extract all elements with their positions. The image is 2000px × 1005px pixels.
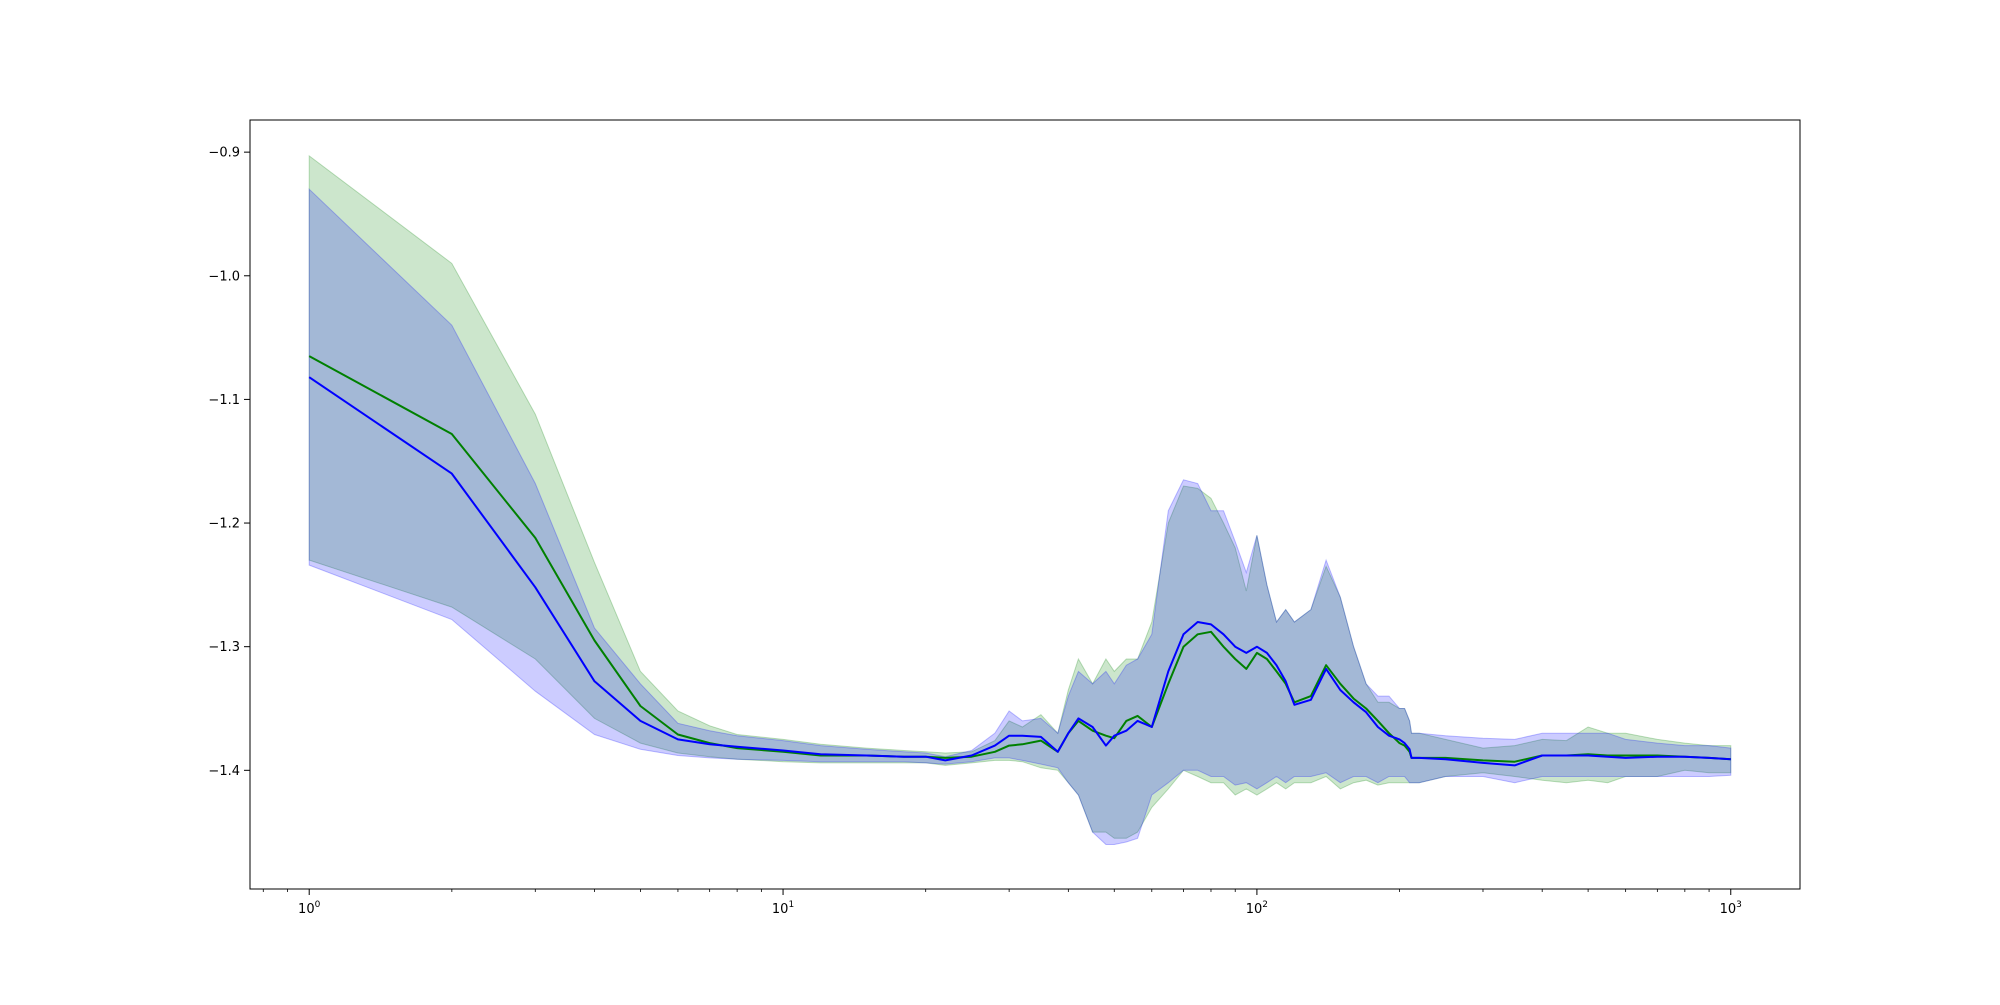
x-tick-label: 100 xyxy=(298,900,321,917)
x-tick-label: 101 xyxy=(772,900,794,917)
y-tick-label: −1.3 xyxy=(208,640,240,655)
series-1-band xyxy=(308,154,1732,839)
y-tick-label: −1.2 xyxy=(208,517,240,532)
confidence-bands xyxy=(308,154,1732,845)
x-axis: 100 101 102 103 xyxy=(262,889,1742,917)
y-tick-label: −1.4 xyxy=(208,764,240,779)
y-tick-label: −0.9 xyxy=(208,146,240,161)
plot-frame xyxy=(249,119,1801,890)
x-tick-label: 102 xyxy=(1246,900,1268,917)
y-tick-label: −1.0 xyxy=(208,269,240,284)
y-axis: −0.9 −1.0 −1.1 −1.2 −1.3 −1.4 xyxy=(208,146,250,779)
series-2-band xyxy=(308,188,1732,845)
series-lines xyxy=(308,355,1731,767)
x-tick-label: 103 xyxy=(1720,900,1742,917)
series-2-line xyxy=(308,376,1731,767)
y-tick-label: −1.1 xyxy=(208,393,240,408)
